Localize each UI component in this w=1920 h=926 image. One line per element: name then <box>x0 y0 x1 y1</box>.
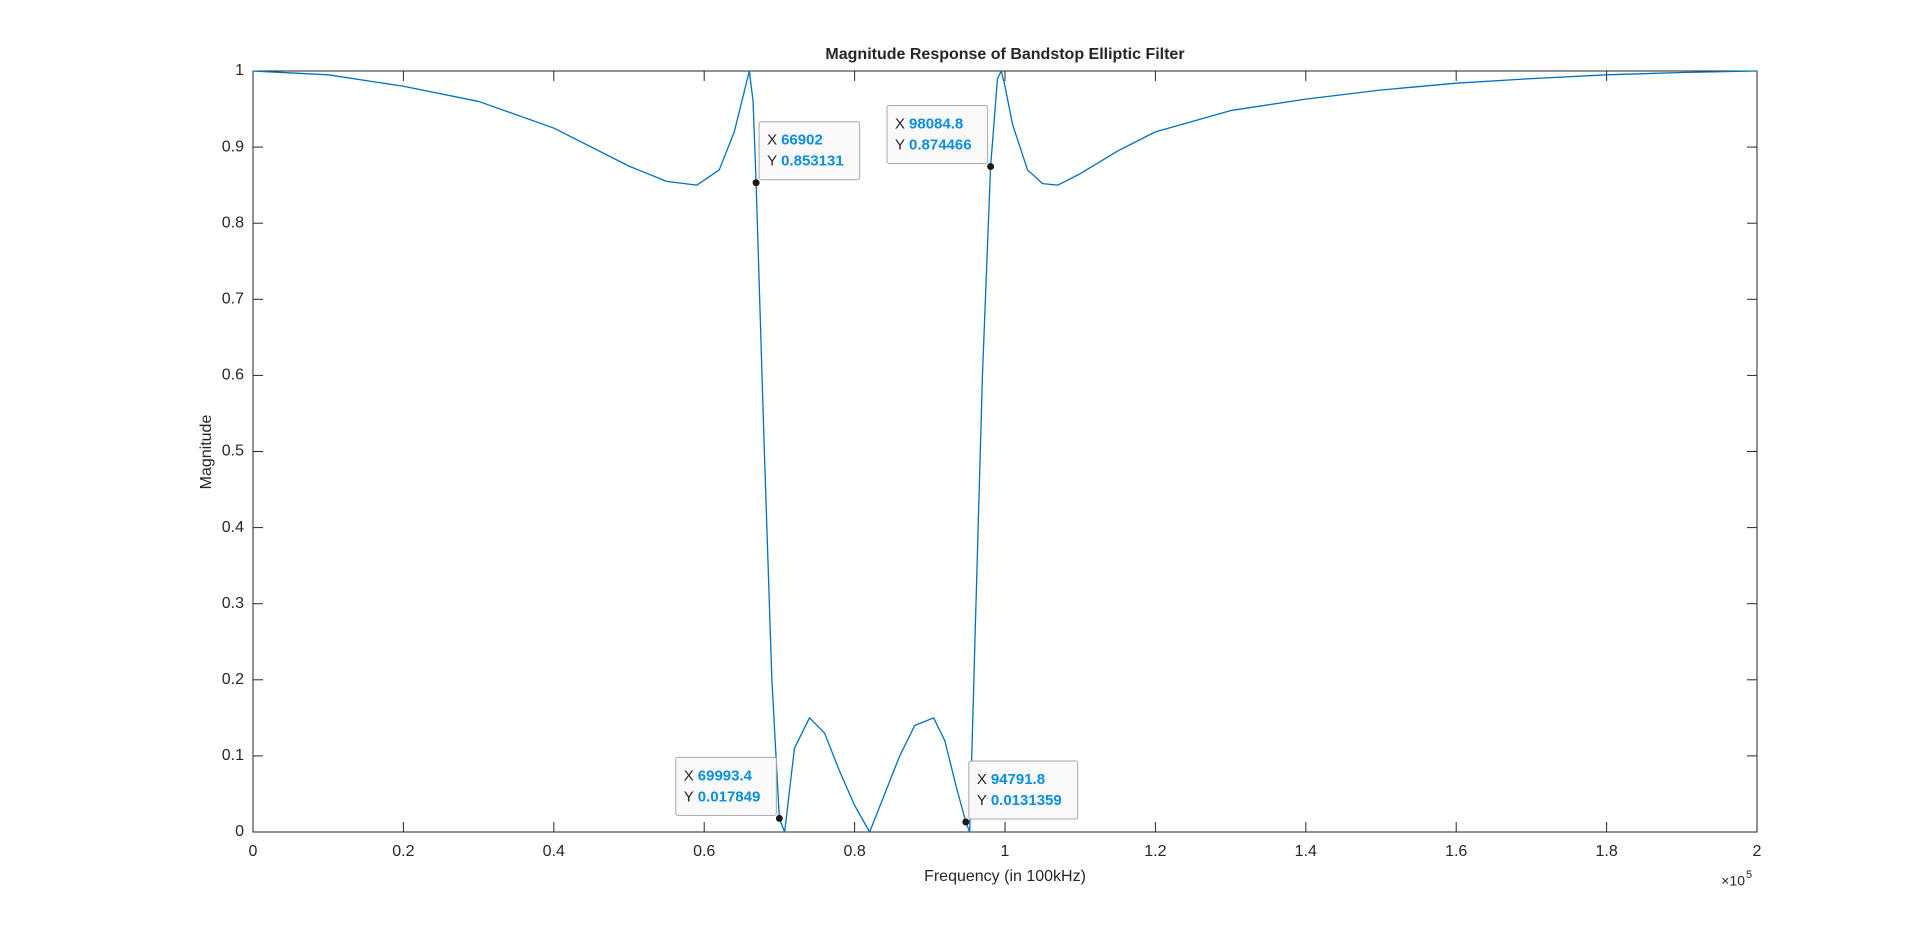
datatip-x-value: 98084.8 <box>909 116 963 133</box>
x-tick-label: 1.8 <box>1595 843 1617 860</box>
datatip-marker <box>987 163 995 171</box>
datatip-x-value: 69993.4 <box>698 767 753 784</box>
datatip-x-label: X <box>684 767 694 784</box>
datatip-marker <box>962 818 970 826</box>
x-tick-label: 1.4 <box>1295 843 1317 860</box>
y-tick-label: 0.7 <box>222 291 244 308</box>
datatip-y-label: Y <box>895 137 905 154</box>
y-tick-label: 1 <box>235 62 244 79</box>
y-tick-label: 0.8 <box>222 214 244 231</box>
y-tick-label: 0.9 <box>222 138 244 155</box>
x-tick-label: 1.2 <box>1144 843 1166 860</box>
datatip-y-value: 0.0131359 <box>991 792 1062 809</box>
y-tick-label: 0.5 <box>222 443 244 460</box>
y-tick-label: 0.2 <box>222 671 244 688</box>
x-multiplier-exponent: 5 <box>1746 869 1752 881</box>
x-tick-label: 1 <box>1001 843 1010 860</box>
axes-box <box>252 70 1758 833</box>
datatip-box <box>968 760 1079 820</box>
datatip-marker <box>775 814 783 822</box>
datatip: X 69993.4Y 0.017849 <box>675 756 777 816</box>
chart-title: Magnitude Response of Bandstop Elliptic … <box>825 46 1184 63</box>
datatip-marker <box>752 179 760 187</box>
x-tick-label: 0.2 <box>392 843 414 860</box>
datatip-x-value: 66902 <box>781 132 823 149</box>
datatip-y-value: 0.874466 <box>909 137 972 154</box>
datatip-y-label: Y <box>977 792 987 809</box>
y-tick-label: 0.3 <box>222 595 244 612</box>
line-series <box>252 70 1758 833</box>
y-tick-label: 0.4 <box>222 519 244 536</box>
y-axis-label: Magnitude <box>198 415 215 490</box>
x-tick-label: 0.8 <box>843 843 865 860</box>
datatip-x-label: X <box>767 132 777 149</box>
x-tick-label: 2 <box>1753 843 1762 860</box>
datatip-y-value: 0.017849 <box>698 788 761 805</box>
datatip-box <box>886 105 989 165</box>
datatip: X 98084.8Y 0.874466 <box>886 105 989 165</box>
datatip-box <box>675 756 777 816</box>
datatip-y-label: Y <box>767 153 777 170</box>
datatip-y-value: 0.853131 <box>781 153 844 170</box>
datatip-x-label: X <box>895 116 905 133</box>
x-axis-label: Frequency (in 100kHz) <box>924 868 1086 885</box>
y-tick-label: 0.6 <box>222 367 244 384</box>
datatip: X 94791.8Y 0.0131359 <box>968 760 1079 820</box>
x-tick-label: 0 <box>249 843 258 860</box>
x-tick-label: 0.6 <box>693 843 715 860</box>
x-tick-label: 1.6 <box>1445 843 1467 860</box>
y-tick-label: 0 <box>235 823 244 840</box>
datatip-x-label: X <box>977 771 987 788</box>
x-multiplier: ×10 <box>1721 873 1745 889</box>
x-tick-label: 0.4 <box>543 843 565 860</box>
datatip-y-label: Y <box>684 788 694 805</box>
datatip-x-value: 94791.8 <box>991 771 1045 788</box>
datatip-box <box>758 121 861 181</box>
y-tick-label: 0.1 <box>222 747 244 764</box>
